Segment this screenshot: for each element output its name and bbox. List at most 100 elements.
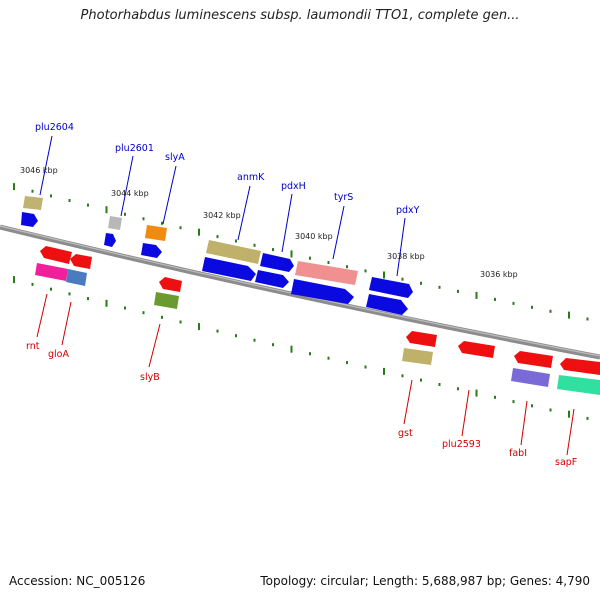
scale-label-3040: 3040 kbp <box>295 232 333 241</box>
gene-block[interactable] <box>154 292 179 309</box>
scale-ticks-inner <box>13 276 589 420</box>
minor-tick <box>512 400 515 404</box>
minor-tick <box>124 212 126 216</box>
minor-tick <box>420 378 422 382</box>
gene-block[interactable] <box>295 261 358 285</box>
gene-label-tyrS[interactable]: tyrS <box>334 192 353 203</box>
gene-arrow[interactable] <box>21 212 38 227</box>
scale-ticks-outer <box>13 183 589 321</box>
gene-arrow[interactable] <box>260 253 294 272</box>
gene-block[interactable] <box>35 263 68 281</box>
gene-label-pdxY[interactable]: pdxY <box>396 205 420 216</box>
gene-arrow[interactable] <box>291 279 354 304</box>
minor-tick <box>531 305 533 309</box>
minor-tick <box>531 404 533 408</box>
minor-tick <box>235 334 237 338</box>
gene-arrow[interactable] <box>406 331 437 347</box>
minor-tick <box>494 395 496 399</box>
minor-tick <box>142 311 145 315</box>
minor-tick <box>586 416 589 420</box>
major-tick <box>475 389 478 397</box>
minor-tick <box>364 365 367 369</box>
minor-tick <box>50 194 52 198</box>
minor-tick <box>216 329 219 333</box>
gene-block[interactable] <box>206 240 261 264</box>
gene-block[interactable] <box>23 196 43 210</box>
gene-block[interactable] <box>402 348 433 365</box>
minor-tick <box>364 269 367 273</box>
gene-arrow[interactable] <box>560 358 600 375</box>
major-tick <box>290 345 293 353</box>
gene-arrow[interactable] <box>366 294 408 315</box>
gene-label-sapF[interactable]: sapF <box>555 457 577 468</box>
gene-label-plu2601[interactable]: plu2601 <box>115 143 154 154</box>
minor-tick <box>346 265 348 269</box>
gene-block[interactable] <box>108 216 122 230</box>
scale-label-3042: 3042 kbp <box>203 211 241 220</box>
major-tick <box>105 299 108 307</box>
gene-label-plu2604[interactable]: plu2604 <box>35 122 74 133</box>
minor-tick <box>549 408 552 412</box>
minor-tick <box>68 199 71 202</box>
minor-tick <box>401 277 404 281</box>
gene-arrow[interactable] <box>104 233 116 247</box>
major-tick <box>105 206 108 214</box>
major-tick <box>568 410 570 418</box>
reverse-gene-blocks <box>35 246 600 395</box>
minor-tick <box>124 306 126 310</box>
minor-tick <box>272 343 274 347</box>
minor-tick <box>309 256 311 260</box>
scale-label-3046: 3046 kbp <box>20 166 58 175</box>
minor-tick <box>512 301 515 305</box>
gene-arrow[interactable] <box>202 257 256 281</box>
minor-tick <box>68 292 71 296</box>
gene-arrow[interactable] <box>141 243 162 258</box>
gene-arrow[interactable] <box>159 277 182 292</box>
minor-tick <box>438 383 441 386</box>
gene-arrow[interactable] <box>70 254 92 269</box>
major-tick <box>383 367 385 375</box>
gene-arrow[interactable] <box>514 351 553 368</box>
genome-backbone <box>0 224 600 360</box>
minor-tick <box>420 281 422 285</box>
gene-label-gst[interactable]: gst <box>398 428 413 439</box>
minor-tick <box>457 387 459 391</box>
gene-label-rnt[interactable]: rnt <box>26 341 40 352</box>
gene-block[interactable] <box>66 269 87 286</box>
minor-tick <box>235 239 237 243</box>
gene-label-pdxH[interactable]: pdxH <box>281 181 306 192</box>
forward-gene-blocks <box>21 196 413 315</box>
minor-tick <box>309 352 311 356</box>
gene-label-plu2593[interactable]: plu2593 <box>442 439 481 450</box>
gene-label-anmK[interactable]: anmK <box>237 172 265 183</box>
minor-tick <box>216 235 219 239</box>
minor-tick <box>438 285 441 289</box>
minor-tick <box>87 297 89 301</box>
gene-arrow[interactable] <box>458 341 495 358</box>
major-tick <box>198 228 200 236</box>
gene-label-gloA[interactable]: gloA <box>48 349 69 360</box>
minor-tick <box>549 309 552 313</box>
minor-tick <box>272 248 274 252</box>
scale-labels: 3046 kbp 3044 kbp 3042 kbp 3040 kbp 3038… <box>20 166 518 279</box>
gene-block[interactable] <box>145 225 167 241</box>
reverse-leader-lines <box>36 293 575 456</box>
minor-tick <box>87 203 89 207</box>
gene-label-slyA[interactable]: slyA <box>165 152 185 163</box>
minor-tick <box>161 221 163 225</box>
gene-arrow[interactable] <box>40 246 72 264</box>
gene-block[interactable] <box>557 375 600 395</box>
gene-arrow[interactable] <box>255 270 289 288</box>
minor-tick <box>327 356 330 360</box>
gene-label-fabI[interactable]: fabI <box>509 448 527 459</box>
major-tick <box>383 271 385 279</box>
forward-gene-labels: plu2604 plu2601 slyA anmK pdxH tyrS pdxY <box>35 122 420 216</box>
gene-arrow[interactable] <box>369 277 413 298</box>
gene-label-slyB[interactable]: slyB <box>140 372 160 383</box>
gene-block[interactable] <box>511 368 550 387</box>
major-tick <box>290 250 293 258</box>
minor-tick <box>142 217 145 221</box>
major-tick <box>475 291 478 299</box>
minor-tick <box>586 317 589 321</box>
minor-tick <box>31 189 34 193</box>
